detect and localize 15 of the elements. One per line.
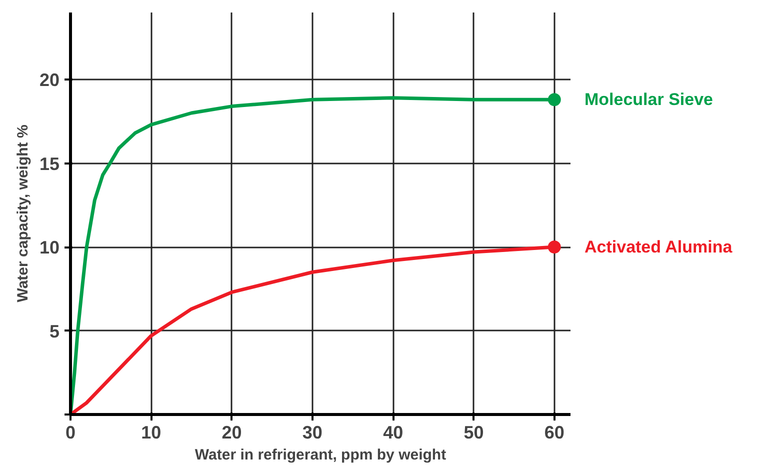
series-label: Molecular Sieve: [584, 90, 714, 110]
x-tick-label: 40: [383, 422, 404, 442]
y-tick-label: 10: [39, 238, 60, 258]
series-label: Activated Alumina: [584, 238, 733, 256]
x-tick-label: 20: [222, 422, 242, 442]
x-tick-label: 10: [141, 422, 162, 442]
x-tick-label: 30: [302, 422, 322, 442]
y-axis-title: Water capacity, weight %: [14, 124, 32, 302]
y-tick-label: 20: [39, 70, 60, 90]
x-axis-title: Water in refrigerant, ppm by weight: [194, 446, 446, 464]
y-tick-label: 5: [49, 321, 60, 342]
x-tick-label: 50: [464, 422, 484, 442]
x-tick-label: 60: [544, 422, 564, 442]
x-tick-label: 0: [65, 422, 76, 442]
y-tick-label: 15: [39, 154, 60, 174]
